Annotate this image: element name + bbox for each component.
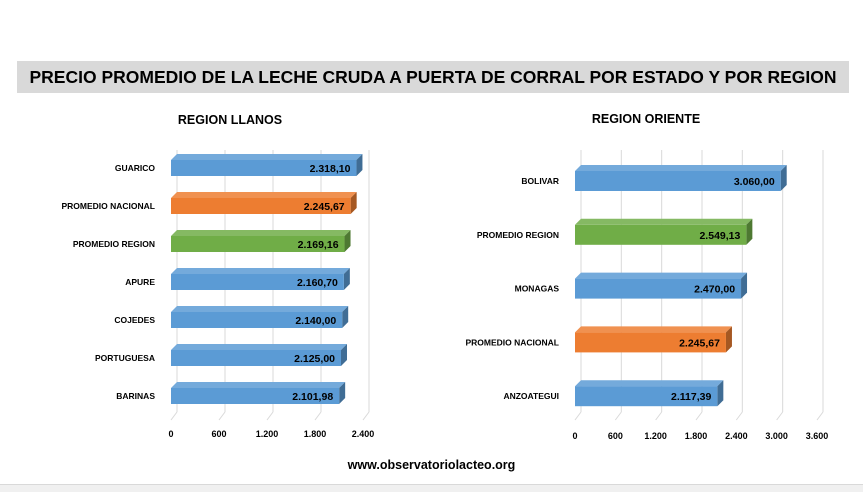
x-tick-label-llanos: 1.200 <box>256 429 279 439</box>
bar-oriente <box>575 224 747 245</box>
bar-oriente <box>575 171 781 191</box>
bar-llanos <box>171 236 345 252</box>
category-label-oriente: ANZOATEGUI <box>503 391 559 401</box>
category-label-llanos: APURE <box>125 277 155 287</box>
bar-top-llanos <box>171 230 351 236</box>
gridline-floor-oriente <box>655 411 663 421</box>
x-tick-label-oriente: 1.200 <box>644 431 667 441</box>
category-label-llanos: COJEDES <box>114 315 155 325</box>
x-tick-label-oriente: 2.400 <box>725 431 748 441</box>
gridline-floor-llanos <box>170 411 178 421</box>
x-tick-label-llanos: 2.400 <box>352 429 375 439</box>
bar-end-llanos <box>339 382 346 404</box>
data-label-oriente: 2.117,39 <box>671 391 711 403</box>
x-tick-label-oriente: 3.000 <box>765 431 788 441</box>
gridline-floor-llanos <box>362 411 370 421</box>
bar-end-llanos <box>350 192 357 214</box>
title-bar: PRECIO PROMEDIO DE LA LECHE CRUDA A PUER… <box>17 61 849 93</box>
data-label-oriente: 2.549,13 <box>699 230 740 242</box>
bar-llanos <box>171 160 357 176</box>
gridline-floor-oriente <box>816 411 824 421</box>
data-label-oriente: 3.060,00 <box>734 176 775 188</box>
x-tick-label-oriente: 600 <box>608 431 623 441</box>
bar-llanos <box>171 312 343 328</box>
bar-top-llanos <box>171 192 357 198</box>
chart-title-llanos: REGION LLANOS <box>178 113 282 127</box>
bottom-divider <box>0 484 863 492</box>
bar-end-llanos <box>344 230 351 252</box>
data-label-llanos: 2.125,00 <box>294 353 335 365</box>
bar-top-llanos <box>171 382 346 388</box>
x-tick-label-oriente: 1.800 <box>685 431 708 441</box>
bar-oriente <box>575 278 742 299</box>
x-tick-label-oriente: 0 <box>572 431 577 441</box>
bar-llanos <box>171 388 340 404</box>
bar-top-llanos <box>171 306 349 312</box>
category-label-llanos: GUARICO <box>115 163 156 173</box>
gridline-floor-llanos <box>314 411 322 421</box>
category-label-llanos: PROMEDIO REGION <box>73 239 155 249</box>
bar-top-llanos <box>171 154 363 160</box>
bar-end-oriente <box>717 380 724 407</box>
data-label-oriente: 2.245,67 <box>679 337 720 349</box>
bar-llanos <box>171 198 351 214</box>
chart-title-oriente: REGION ORIENTE <box>592 112 700 126</box>
data-label-oriente: 2.470,00 <box>694 284 735 296</box>
category-label-oriente: BOLIVAR <box>521 176 559 186</box>
gridline-floor-oriente <box>614 411 622 421</box>
bar-oriente <box>575 386 718 407</box>
bar-end-llanos <box>342 306 349 328</box>
bar-oriente <box>575 332 726 353</box>
category-label-oriente: PROMEDIO REGION <box>477 230 559 240</box>
bar-llanos <box>171 350 341 366</box>
gridline-floor-oriente <box>735 411 743 421</box>
gridline-floor-llanos <box>266 411 274 421</box>
data-label-llanos: 2.160,70 <box>297 277 338 289</box>
footer-url: www.observatoriolacteo.org <box>347 458 516 472</box>
gridline-floor-oriente <box>574 411 582 421</box>
bar-top-oriente <box>575 272 748 279</box>
bar-top-oriente <box>575 380 724 387</box>
bar-end-llanos <box>356 154 363 176</box>
data-label-llanos: 2.318,10 <box>310 163 351 175</box>
bar-end-llanos <box>343 268 350 290</box>
category-label-oriente: PROMEDIO NACIONAL <box>466 337 560 347</box>
bar-llanos <box>171 274 344 290</box>
bar-top-llanos <box>171 268 350 274</box>
data-label-llanos: 2.140,00 <box>295 315 336 327</box>
category-label-llanos: PROMEDIO NACIONAL <box>62 201 156 211</box>
bar-top-oriente <box>575 165 787 171</box>
bar-end-oriente <box>746 218 753 245</box>
data-label-llanos: 2.245,67 <box>304 201 345 213</box>
data-label-llanos: 2.101,98 <box>292 391 333 403</box>
x-tick-label-oriente: 3.600 <box>806 431 829 441</box>
bar-end-oriente <box>741 272 748 299</box>
data-label-llanos: 2.169,16 <box>298 239 339 251</box>
x-tick-label-llanos: 1.800 <box>304 429 327 439</box>
bar-top-llanos <box>171 344 347 350</box>
x-tick-label-llanos: 0 <box>168 429 173 439</box>
category-label-oriente: MONAGAS <box>515 284 560 294</box>
category-label-llanos: BARINAS <box>116 391 155 401</box>
category-label-llanos: PORTUGUESA <box>95 353 155 363</box>
bar-end-oriente <box>725 326 732 353</box>
gridline-floor-oriente <box>776 411 784 421</box>
gridline-floor-llanos <box>218 411 226 421</box>
bar-top-oriente <box>575 218 753 225</box>
gridline-floor-oriente <box>695 411 703 421</box>
bar-top-oriente <box>575 326 732 333</box>
x-tick-label-llanos: 600 <box>211 429 226 439</box>
page-title: PRECIO PROMEDIO DE LA LECHE CRUDA A PUER… <box>29 66 837 87</box>
bar-end-oriente <box>780 165 787 191</box>
bar-end-llanos <box>341 344 347 366</box>
